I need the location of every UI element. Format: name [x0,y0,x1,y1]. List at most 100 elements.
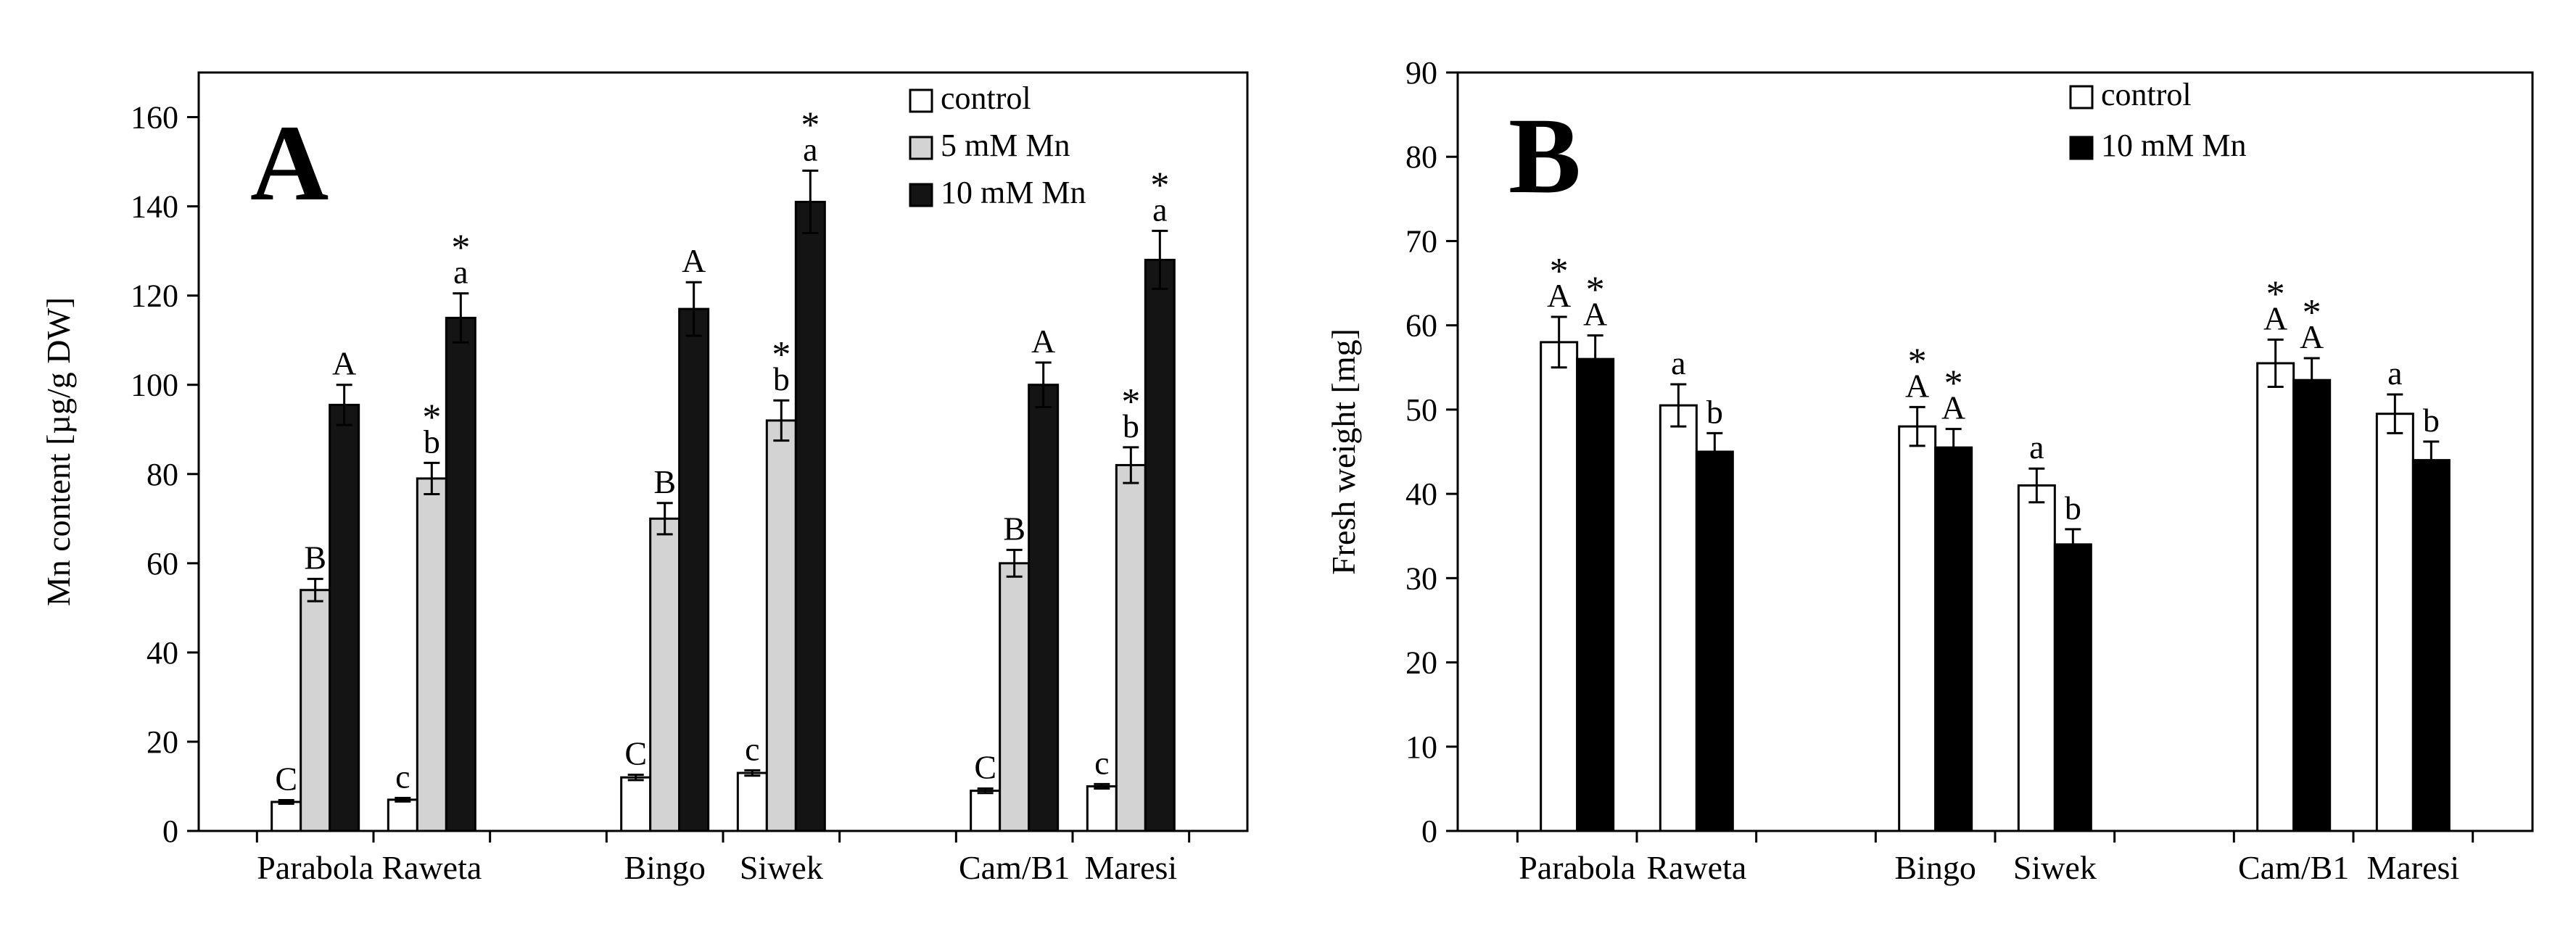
bar [1540,341,1579,832]
y-tick-label: 0 [162,814,178,849]
significance-star: * [2266,273,2285,315]
significance-letter: A [332,345,356,382]
x-tick-label: Bingo [624,849,705,886]
significance-letter: C [624,735,647,771]
y-tick-label: 60 [1405,308,1437,344]
y-tick-label: 80 [1405,139,1437,175]
x-tick-label: Parabola [257,849,373,886]
significance-letter: A [1583,296,1607,333]
significance-letter: A [1941,389,1965,426]
bar [620,776,652,832]
bar [416,477,447,832]
y-tick-label: 40 [1405,476,1437,512]
legend-label: control [941,80,1031,116]
significance-letter: B [653,463,676,500]
bar [1695,450,1734,832]
bar [387,798,418,832]
significance-star: * [1550,251,1569,292]
significance-star: * [801,104,820,146]
panel-letter: B [1508,96,1581,216]
y-tick-label: 90 [1405,55,1437,91]
x-tick-label: Maresi [1084,849,1177,886]
x-tick-label: Bingo [1894,849,1976,886]
legend-swatch [909,136,933,160]
legend-label: 10 mM Mn [941,175,1086,210]
y-tick-label: 60 [146,546,178,582]
significance-letter: a [453,254,468,291]
x-tick-label: Maresi [2366,849,2459,886]
x-tick-label: Siwek [2013,849,2097,886]
significance-letter: C [275,761,297,798]
significance-letter: A [1905,367,1929,404]
bar [2017,484,2056,832]
bar [2411,459,2451,832]
y-tick-label: 80 [146,457,178,492]
bar [736,771,768,832]
legend-swatch [909,88,933,113]
significance-star: * [1121,381,1140,423]
y-tick-label: 30 [1405,560,1437,596]
legend-swatch [2069,136,2094,160]
bar [1115,463,1147,832]
x-tick-label: Parabola [1519,849,1635,886]
y-tick-label: 40 [146,635,178,671]
bar [970,790,1002,832]
y-tick-label: 0 [1421,814,1437,849]
chart-panel-a: 0 20 40 60 80 100 120 140 160 Mn content [µg/g DW… [40,71,1249,886]
significance-letter: B [1003,510,1025,547]
bar [678,307,710,832]
legend-label: 10 mM Mn [2101,128,2246,163]
bar [1576,357,1615,832]
bar [1028,384,1060,832]
bar [1898,425,1937,832]
significance-letter: a [803,131,817,167]
y-tick-label: 120 [131,278,178,314]
bar [2053,543,2092,832]
significance-star: * [451,228,470,269]
significance-star: * [1908,341,1927,382]
significance-star: * [1150,165,1169,206]
x-tick-label: Cam/B1 [2238,849,2349,886]
bar [765,419,797,832]
significance-letter: b [2065,489,2081,526]
y-tick-label: 160 [131,100,178,136]
y-axis-label: Mn content [µg/g DW] [40,297,77,606]
bar [2292,378,2332,832]
significance-letter: b [2423,402,2440,439]
significance-star: * [2303,292,2321,334]
bar [2256,362,2295,832]
bar [999,562,1031,832]
y-tick-label: 140 [131,189,178,225]
legend-swatch [909,183,933,207]
significance-letter: a [2029,429,2044,466]
significance-letter: b [1123,407,1139,444]
significance-star: * [422,397,441,438]
y-axis-label: Fresh weight [mg] [1325,328,1362,575]
legend-label: control [2101,77,2192,112]
significance-letter: B [304,539,326,576]
bar [300,589,331,832]
significance-star: * [1944,363,1963,405]
bar [649,517,681,832]
y-tick-label: 10 [1405,729,1437,765]
significance-letter: a [1671,344,1685,381]
significance-letter: c [745,730,759,767]
x-tick-label: Cam/B1 [959,849,1070,886]
y-tick-label: 100 [131,368,178,403]
significance-letter: c [395,758,410,795]
significance-letter: A [1547,277,1571,314]
y-tick-label: 70 [1405,223,1437,259]
legend-swatch [2069,85,2094,109]
y-tick-label: 20 [146,724,178,760]
significance-letter: b [773,360,790,397]
bar [445,316,476,832]
panel-letter: A [250,103,329,223]
x-tick-label: Raweta [1646,849,1746,886]
significance-letter: A [2263,299,2287,336]
significance-letter: a [1152,191,1167,228]
bar [1086,785,1118,832]
bar [1144,258,1176,832]
bar [1659,404,1698,832]
significance-letter: C [974,749,996,786]
